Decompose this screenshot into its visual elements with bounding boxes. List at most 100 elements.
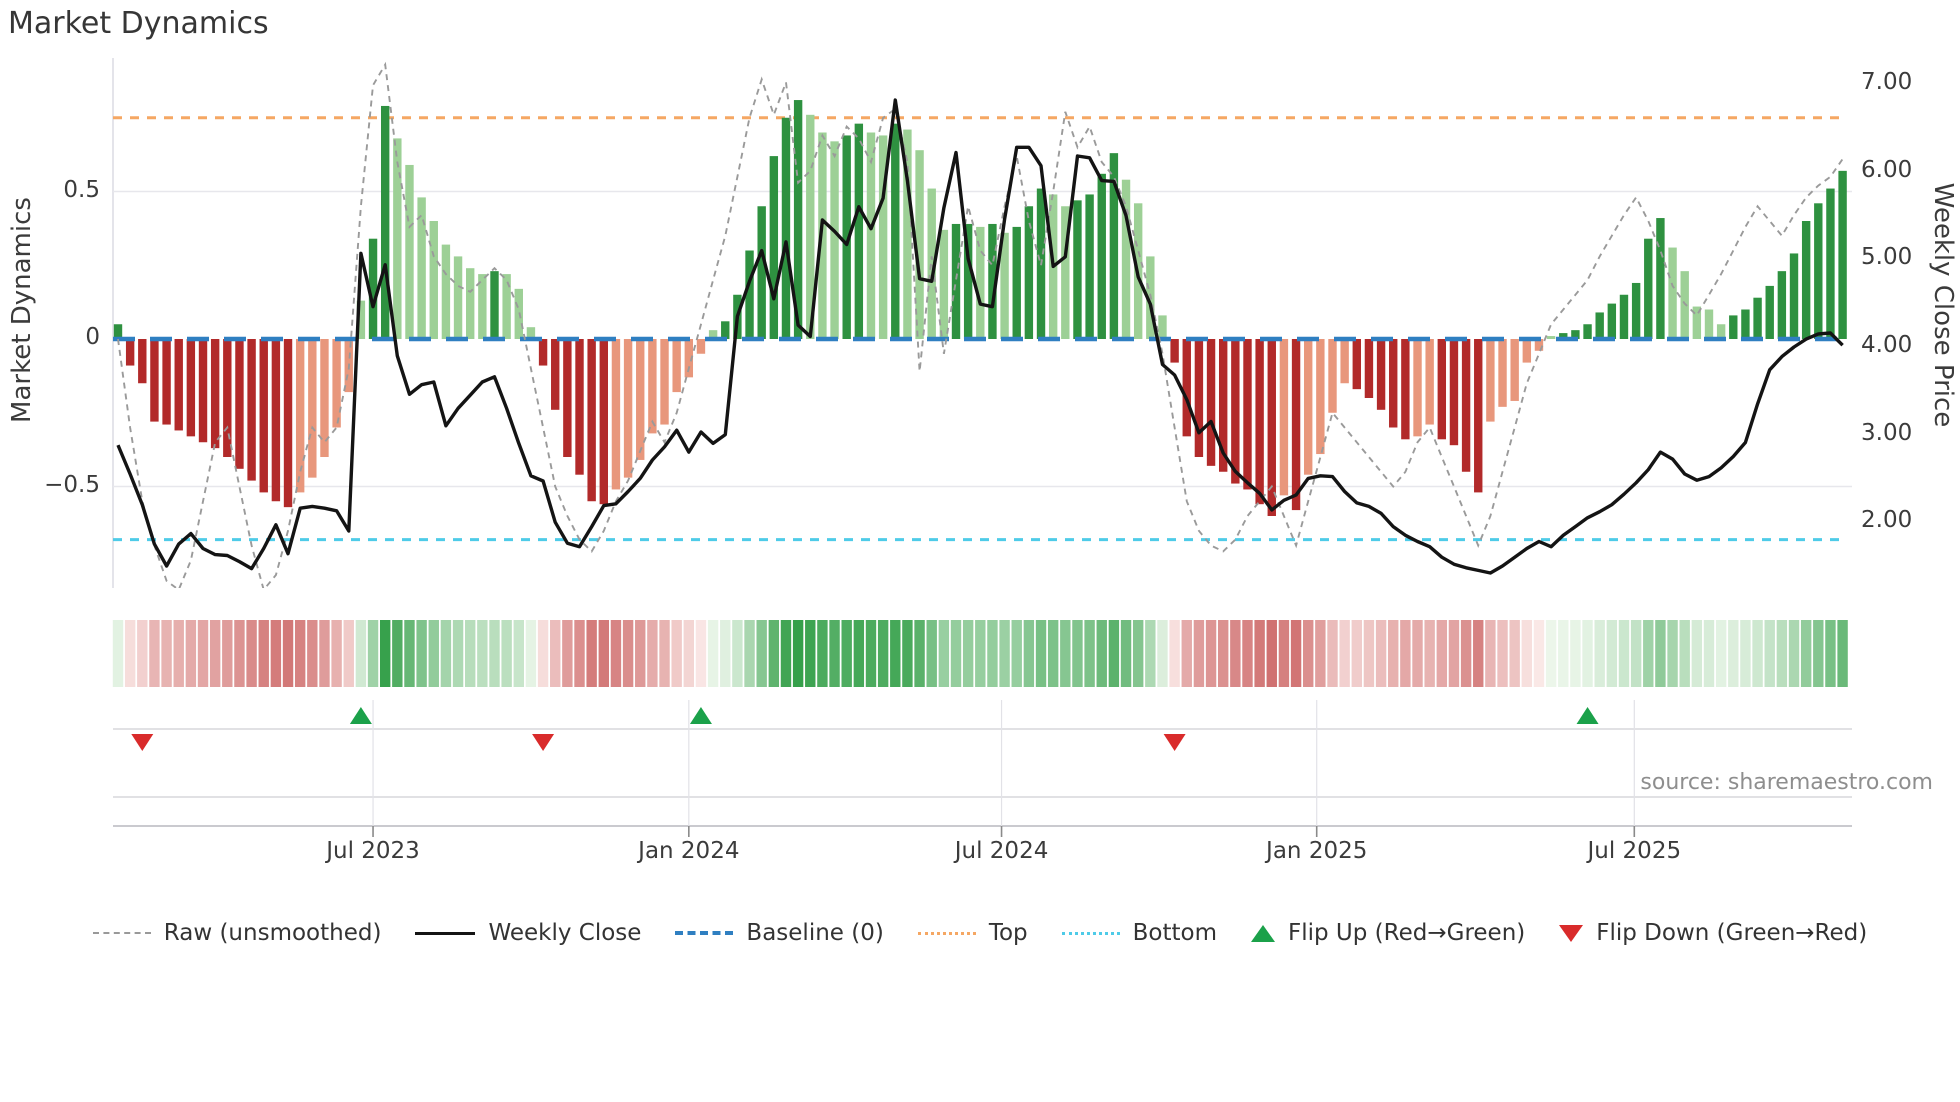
heatmap-cell	[1594, 620, 1605, 687]
heatmap-cell	[1825, 620, 1836, 687]
heatmap-cell	[1242, 620, 1253, 687]
oscillator-bar	[1109, 153, 1119, 339]
oscillator-bar	[1073, 200, 1082, 339]
oscillator-bar	[1486, 339, 1495, 422]
dash-gray-swatch-icon	[92, 932, 151, 934]
oscillator-bar	[684, 339, 694, 378]
heatmap-cell	[501, 620, 512, 687]
heatmap-cell	[1703, 620, 1715, 687]
heatmap-cell	[671, 620, 682, 687]
heatmap-cell	[124, 620, 136, 687]
heatmap-cell	[367, 620, 379, 687]
oscillator-bar	[660, 339, 669, 425]
oscillator-bar	[696, 339, 706, 354]
heatmap-cell	[1217, 620, 1229, 687]
heatmap-cell	[695, 620, 707, 687]
x-axis-date-label: Jan 2024	[638, 838, 740, 864]
oscillator-bar	[1061, 206, 1070, 339]
legend-label: Flip Down (Green→Red)	[1596, 920, 1868, 946]
heatmap-cell	[1254, 620, 1265, 687]
heatmap-cell	[720, 620, 731, 687]
oscillator-bar	[271, 339, 281, 502]
oscillator-bar	[1340, 339, 1349, 384]
oscillator-bar	[1510, 339, 1519, 401]
flip-up-marker	[1576, 707, 1599, 724]
dot-cyan-swatch-icon	[1061, 931, 1120, 935]
heatmap-cell	[756, 620, 767, 687]
oscillator-bar	[866, 132, 876, 339]
heatmap-cell	[732, 620, 743, 687]
heatmap-cell	[1290, 620, 1302, 687]
heatmap-cell	[343, 620, 354, 687]
heatmap-cell	[440, 620, 452, 687]
heatmap-cell	[1679, 620, 1690, 687]
heatmap-cell	[525, 620, 537, 687]
oscillator-bar	[1194, 339, 1204, 457]
legend-item-tri-up: Flip Up (Red→Green)	[1251, 920, 1525, 946]
oscillator-bar	[1534, 339, 1544, 351]
legend-label: Top	[988, 920, 1028, 946]
heatmap-cell	[914, 620, 925, 687]
heatmap-cell	[792, 620, 804, 687]
oscillator-bar	[745, 250, 754, 339]
heatmap-cell	[161, 620, 172, 687]
heatmap-cell	[707, 620, 719, 687]
oscillator-bar	[793, 100, 803, 339]
legend-label: Flip Up (Red→Green)	[1288, 920, 1526, 946]
oscillator-bar	[150, 339, 159, 422]
oscillator-bar	[757, 206, 766, 339]
oscillator-bar	[1182, 339, 1191, 437]
legend-label: Baseline (0)	[746, 920, 884, 946]
oscillator-bar	[1607, 303, 1617, 339]
oscillator-bar	[854, 123, 864, 340]
oscillator-bar	[939, 229, 949, 339]
heatmap-strip	[112, 620, 1848, 687]
heatmap-cell	[477, 620, 488, 687]
heatmap-cell	[465, 620, 476, 687]
oscillator-bar	[1656, 218, 1665, 339]
legend-item-dash-gray: Raw (unsmoothed)	[92, 920, 381, 946]
oscillator-bar	[502, 274, 511, 339]
heatmap-cell	[1606, 620, 1618, 687]
heatmap-cell	[537, 620, 549, 687]
oscillator-bar	[1704, 309, 1714, 339]
flip-up-triangle-icon	[1251, 924, 1276, 942]
heatmap-cell	[1570, 620, 1581, 687]
oscillator-bar	[429, 221, 438, 339]
legend-item-dot-orange: Top	[917, 920, 1028, 946]
heatmap-cell	[428, 620, 439, 687]
legend-label: Bottom	[1132, 920, 1218, 946]
oscillator-bar	[1437, 339, 1447, 440]
oscillator-bar	[1376, 339, 1386, 410]
heatmap-cell	[1776, 620, 1788, 687]
heatmap-cell	[1315, 620, 1326, 687]
right-axis-tick: 2.00	[1861, 507, 1913, 534]
oscillator-bar	[781, 117, 791, 339]
oscillator-bar	[1692, 306, 1702, 339]
heatmap-cell	[1448, 620, 1460, 687]
oscillator-bar	[611, 339, 621, 490]
oscillator-bar	[247, 339, 256, 481]
heatmap-cell	[586, 620, 597, 687]
oscillator-bar	[721, 321, 730, 339]
heatmap-cell	[865, 620, 877, 687]
oscillator-bar	[1595, 312, 1604, 339]
left-axis-tick: 0.5	[63, 176, 100, 203]
oscillator-bar	[575, 339, 584, 475]
oscillator-bar	[1291, 339, 1301, 511]
oscillator-bar	[259, 339, 268, 493]
oscillator-bar	[368, 238, 378, 339]
heatmap-cell	[1035, 620, 1047, 687]
heatmap-cell	[853, 620, 865, 687]
heatmap-cell	[1181, 620, 1192, 687]
heatmap-cell	[1521, 620, 1533, 687]
heatmap-cell	[962, 620, 974, 687]
heatmap-cell	[294, 620, 306, 687]
flip-up-marker	[689, 707, 712, 724]
oscillator-bar	[1753, 297, 1762, 339]
heatmap-cell	[1715, 620, 1727, 687]
heatmap-cell	[1558, 620, 1569, 687]
heatmap-cell	[744, 620, 755, 687]
heatmap-cell	[1473, 620, 1484, 687]
